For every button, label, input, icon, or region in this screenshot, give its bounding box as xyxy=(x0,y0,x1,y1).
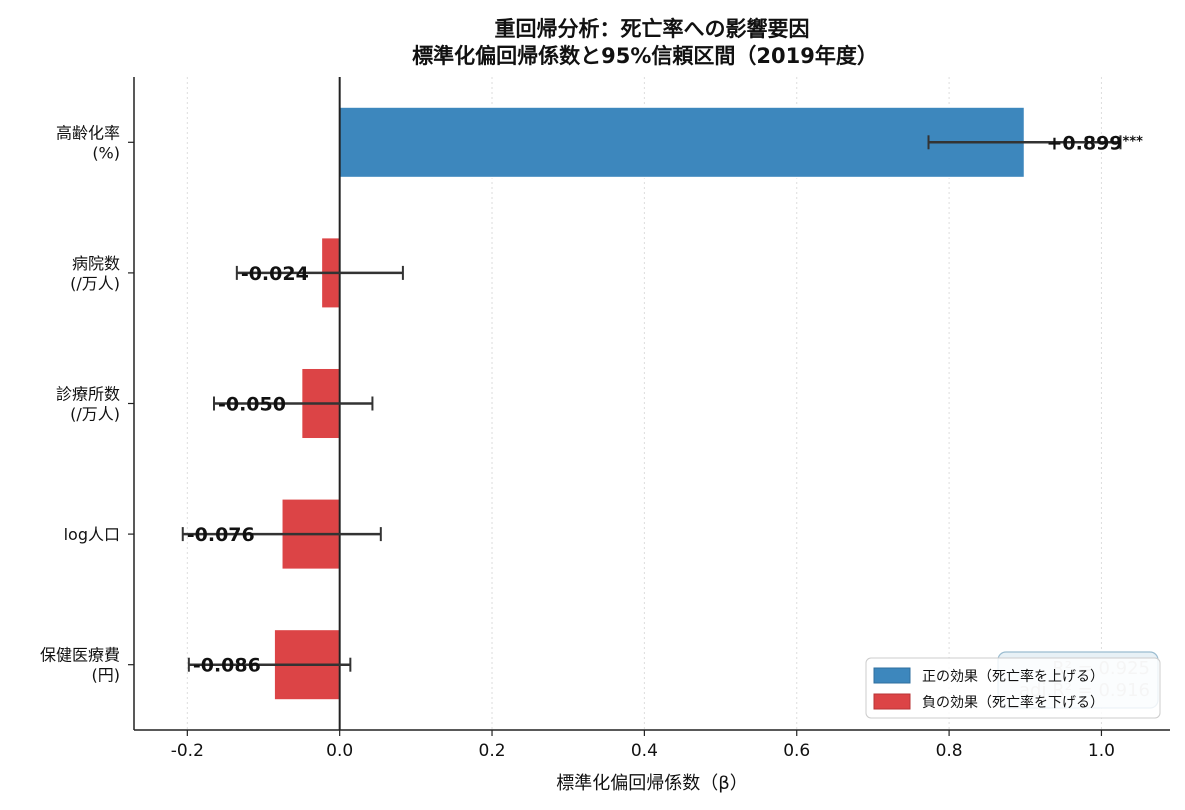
legend-label-0: 正の効果（死亡率を上げる） xyxy=(922,668,1104,685)
legend-swatch-0 xyxy=(873,667,911,684)
value-label-0: +0.899*** xyxy=(1046,132,1143,154)
x-tick-label-4: 0.6 xyxy=(783,741,810,761)
value-label-4: -0.086 xyxy=(193,655,261,677)
legend: 正の効果（死亡率を上げる） 負の効果（死亡率を下げる） xyxy=(865,657,1161,719)
x-tick-label-1: 0.0 xyxy=(326,741,353,761)
error-bar-2 xyxy=(212,396,374,411)
legend-label-1: 負の効果（死亡率を下げる） xyxy=(922,694,1104,711)
value-label-2: -0.050 xyxy=(218,394,286,416)
x-tick-labels: -0.2 0.0 0.2 0.4 0.6 0.8 1.0 xyxy=(171,730,1115,761)
x-tick-label-5: 0.8 xyxy=(936,741,963,761)
legend-frame xyxy=(865,657,1161,719)
y-tick-label-4: 保健医療費(円) xyxy=(40,646,120,685)
chart-title-line-1: 重回帰分析：死亡率への影響要因 xyxy=(495,17,810,41)
x-tick-label-2: 0.2 xyxy=(479,741,506,761)
y-tick-label-2: 診療所数(/万人) xyxy=(56,385,120,424)
x-tick-label-3: 0.4 xyxy=(631,741,658,761)
x-tick-label-0: -0.2 xyxy=(171,741,204,761)
y-tick-label-3: log人口 xyxy=(64,525,120,544)
error-bar-4 xyxy=(187,657,352,672)
x-tick-label-6: 1.0 xyxy=(1088,741,1115,761)
significance-marker-0: *** xyxy=(1123,134,1144,149)
error-bar-3 xyxy=(181,527,382,542)
bars xyxy=(273,106,1026,701)
legend-swatch-1 xyxy=(873,693,911,710)
value-label-1: -0.024 xyxy=(241,263,309,285)
chart-title-line-2: 標準化偏回帰係数と95%信頼区間（2019年度） xyxy=(412,44,878,68)
y-tick-label-0: 高齢化率(%) xyxy=(56,123,120,162)
bar-0 xyxy=(338,106,1026,179)
value-label-3: -0.076 xyxy=(187,524,255,546)
y-tick-label-1: 病院数(/万人) xyxy=(70,254,120,293)
error-bar-0 xyxy=(927,135,1122,150)
error-bar-1 xyxy=(235,265,404,280)
x-axis-label: 標準化偏回帰係数（β） xyxy=(556,773,748,794)
value-labels: +0.899*** -0.024 -0.050 -0.076 -0.086 xyxy=(187,132,1143,676)
chart-title: 重回帰分析：死亡率への影響要因 標準化偏回帰係数と95%信頼区間（2019年度） xyxy=(412,17,878,68)
error-bars xyxy=(181,135,1122,672)
